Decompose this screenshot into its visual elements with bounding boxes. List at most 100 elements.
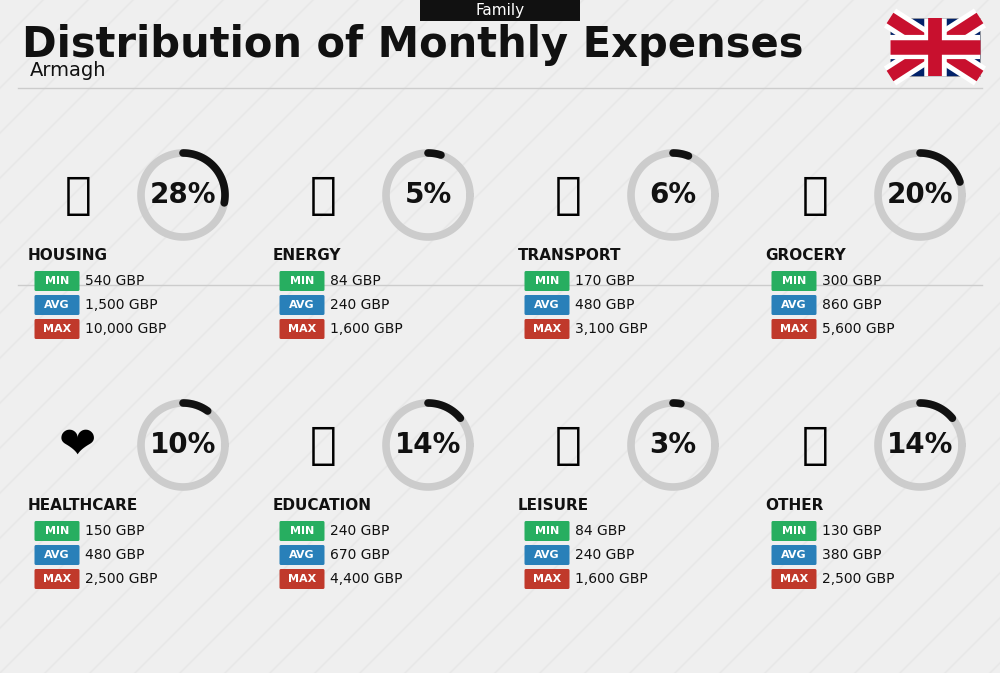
Text: MAX: MAX bbox=[43, 324, 71, 334]
Text: GROCERY: GROCERY bbox=[765, 248, 846, 262]
Text: OTHER: OTHER bbox=[765, 497, 823, 513]
FancyBboxPatch shape bbox=[524, 521, 570, 541]
Text: 🎓: 🎓 bbox=[310, 423, 336, 466]
Text: MAX: MAX bbox=[533, 324, 561, 334]
Text: 170 GBP: 170 GBP bbox=[575, 274, 635, 288]
Text: MIN: MIN bbox=[782, 526, 806, 536]
FancyBboxPatch shape bbox=[280, 569, 324, 589]
Text: 3,100 GBP: 3,100 GBP bbox=[575, 322, 648, 336]
FancyBboxPatch shape bbox=[890, 18, 980, 76]
FancyBboxPatch shape bbox=[524, 569, 570, 589]
Text: 300 GBP: 300 GBP bbox=[822, 274, 881, 288]
Text: AVG: AVG bbox=[534, 550, 560, 560]
FancyBboxPatch shape bbox=[34, 295, 80, 315]
Text: 🔌: 🔌 bbox=[310, 174, 336, 217]
Text: 1,500 GBP: 1,500 GBP bbox=[85, 298, 158, 312]
Text: 84 GBP: 84 GBP bbox=[330, 274, 381, 288]
Text: 10,000 GBP: 10,000 GBP bbox=[85, 322, 166, 336]
Text: LEISURE: LEISURE bbox=[518, 497, 589, 513]
Text: 🛍️: 🛍️ bbox=[555, 423, 581, 466]
Text: 👜: 👜 bbox=[802, 423, 828, 466]
FancyBboxPatch shape bbox=[772, 271, 816, 291]
Text: AVG: AVG bbox=[781, 550, 807, 560]
Text: 14%: 14% bbox=[395, 431, 461, 459]
Text: 🚌: 🚌 bbox=[555, 174, 581, 217]
Text: 240 GBP: 240 GBP bbox=[575, 548, 634, 562]
Text: 2,500 GBP: 2,500 GBP bbox=[822, 572, 895, 586]
Text: MIN: MIN bbox=[45, 276, 69, 286]
Text: AVG: AVG bbox=[289, 300, 315, 310]
Text: 1,600 GBP: 1,600 GBP bbox=[330, 322, 403, 336]
Text: 10%: 10% bbox=[150, 431, 216, 459]
FancyBboxPatch shape bbox=[280, 295, 324, 315]
Text: MAX: MAX bbox=[288, 324, 316, 334]
FancyBboxPatch shape bbox=[772, 545, 816, 565]
Text: 380 GBP: 380 GBP bbox=[822, 548, 882, 562]
Text: MIN: MIN bbox=[535, 276, 559, 286]
FancyBboxPatch shape bbox=[524, 319, 570, 339]
Text: HEALTHCARE: HEALTHCARE bbox=[28, 497, 138, 513]
Text: MAX: MAX bbox=[780, 574, 808, 584]
Text: 20%: 20% bbox=[887, 181, 953, 209]
Text: HOUSING: HOUSING bbox=[28, 248, 108, 262]
FancyBboxPatch shape bbox=[772, 319, 816, 339]
FancyBboxPatch shape bbox=[280, 521, 324, 541]
FancyBboxPatch shape bbox=[34, 545, 80, 565]
Text: 540 GBP: 540 GBP bbox=[85, 274, 144, 288]
Text: 14%: 14% bbox=[887, 431, 953, 459]
Text: 240 GBP: 240 GBP bbox=[330, 524, 389, 538]
Text: 2,500 GBP: 2,500 GBP bbox=[85, 572, 158, 586]
FancyBboxPatch shape bbox=[524, 271, 570, 291]
FancyBboxPatch shape bbox=[772, 569, 816, 589]
Text: AVG: AVG bbox=[534, 300, 560, 310]
Text: Distribution of Monthly Expenses: Distribution of Monthly Expenses bbox=[22, 24, 804, 66]
Text: 860 GBP: 860 GBP bbox=[822, 298, 882, 312]
Text: AVG: AVG bbox=[289, 550, 315, 560]
Text: ENERGY: ENERGY bbox=[273, 248, 342, 262]
FancyBboxPatch shape bbox=[34, 521, 80, 541]
Text: AVG: AVG bbox=[44, 550, 70, 560]
Text: 130 GBP: 130 GBP bbox=[822, 524, 882, 538]
Text: 28%: 28% bbox=[150, 181, 216, 209]
FancyBboxPatch shape bbox=[420, 0, 580, 21]
Text: MIN: MIN bbox=[290, 276, 314, 286]
Text: 5,600 GBP: 5,600 GBP bbox=[822, 322, 895, 336]
Text: 5%: 5% bbox=[404, 181, 452, 209]
Text: MIN: MIN bbox=[45, 526, 69, 536]
Text: ❤️: ❤️ bbox=[59, 423, 97, 466]
Text: MAX: MAX bbox=[288, 574, 316, 584]
Text: 3%: 3% bbox=[649, 431, 697, 459]
FancyBboxPatch shape bbox=[524, 295, 570, 315]
Text: 150 GBP: 150 GBP bbox=[85, 524, 144, 538]
Text: MIN: MIN bbox=[782, 276, 806, 286]
Text: MAX: MAX bbox=[780, 324, 808, 334]
Text: 670 GBP: 670 GBP bbox=[330, 548, 390, 562]
Text: 🛒: 🛒 bbox=[802, 174, 828, 217]
Text: AVG: AVG bbox=[44, 300, 70, 310]
Text: MIN: MIN bbox=[535, 526, 559, 536]
FancyBboxPatch shape bbox=[772, 295, 816, 315]
Text: MAX: MAX bbox=[533, 574, 561, 584]
Text: AVG: AVG bbox=[781, 300, 807, 310]
Text: 4,400 GBP: 4,400 GBP bbox=[330, 572, 402, 586]
Text: 480 GBP: 480 GBP bbox=[85, 548, 144, 562]
FancyBboxPatch shape bbox=[34, 271, 80, 291]
FancyBboxPatch shape bbox=[34, 569, 80, 589]
Text: TRANSPORT: TRANSPORT bbox=[518, 248, 622, 262]
FancyBboxPatch shape bbox=[524, 545, 570, 565]
Text: 1,600 GBP: 1,600 GBP bbox=[575, 572, 648, 586]
Text: 🏢: 🏢 bbox=[65, 174, 91, 217]
FancyBboxPatch shape bbox=[772, 521, 816, 541]
FancyBboxPatch shape bbox=[280, 319, 324, 339]
Text: 480 GBP: 480 GBP bbox=[575, 298, 635, 312]
Text: MAX: MAX bbox=[43, 574, 71, 584]
FancyBboxPatch shape bbox=[280, 545, 324, 565]
FancyBboxPatch shape bbox=[34, 319, 80, 339]
Text: 84 GBP: 84 GBP bbox=[575, 524, 626, 538]
FancyBboxPatch shape bbox=[280, 271, 324, 291]
Text: EDUCATION: EDUCATION bbox=[273, 497, 372, 513]
Text: 240 GBP: 240 GBP bbox=[330, 298, 389, 312]
Text: Family: Family bbox=[475, 3, 525, 17]
Text: 6%: 6% bbox=[649, 181, 697, 209]
Text: Armagh: Armagh bbox=[30, 61, 106, 79]
